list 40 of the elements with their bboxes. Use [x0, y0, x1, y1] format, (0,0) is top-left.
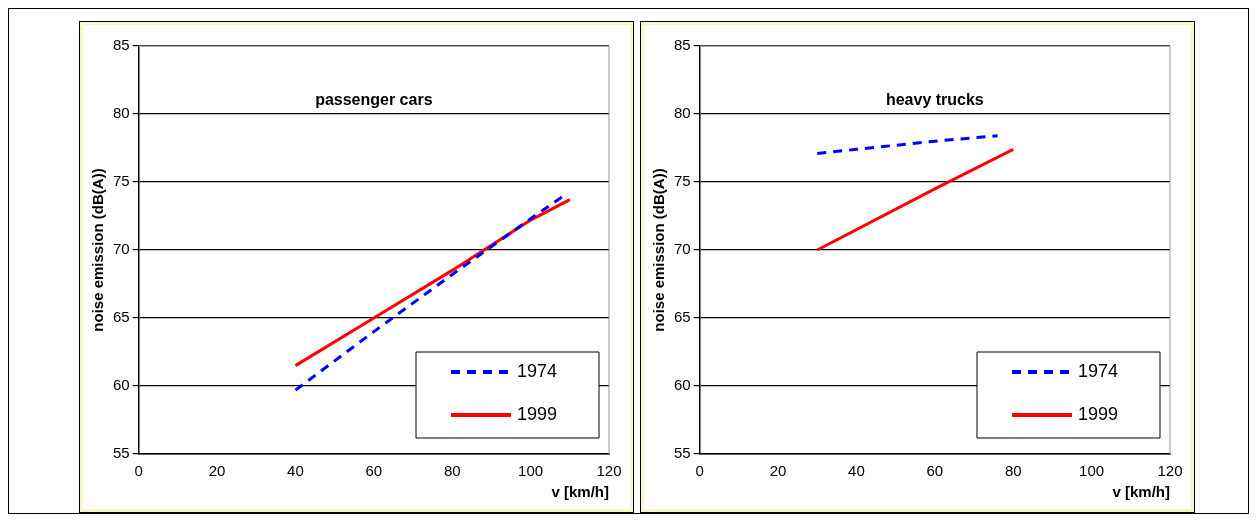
x-tick-label: 120	[596, 462, 622, 480]
x-tick-label: 20	[208, 462, 226, 480]
line-series	[815, 134, 1000, 155]
x-tick-label: 80	[1004, 462, 1022, 480]
y-tick-label: 70	[113, 240, 130, 258]
x-tick-label: 40	[848, 462, 865, 480]
y-tick-label: 65	[674, 308, 691, 326]
y-tick-label: 85	[113, 36, 130, 54]
y-tick-label: 55	[674, 444, 691, 462]
line-series	[293, 195, 564, 392]
legend-label: 1999	[517, 403, 558, 424]
y-tick-label: 80	[113, 104, 130, 122]
x-axis-title: v [km/h]	[1112, 483, 1170, 501]
x-tick-label: 80	[443, 462, 461, 480]
y-tick-label: 65	[113, 308, 130, 326]
y-tick-label: 80	[674, 104, 691, 122]
y-tick-label: 70	[674, 240, 691, 258]
y-tick-label: 60	[113, 376, 130, 394]
y-tick-label: 75	[113, 172, 130, 190]
y-tick-label: 85	[674, 36, 691, 54]
y-tick-label: 55	[113, 444, 130, 462]
y-axis-title: noise emission (dB(A))	[650, 168, 668, 332]
x-tick-label: 40	[287, 462, 304, 480]
legend-label: 1974	[517, 360, 558, 381]
x-tick-label: 20	[769, 462, 787, 480]
x-tick-label: 100	[518, 462, 544, 480]
text: passenger cars	[315, 91, 433, 109]
x-tick-label: 120	[1157, 462, 1183, 480]
x-tick-label: 0	[695, 462, 704, 480]
legend-label: 1974	[1078, 360, 1119, 381]
x-axis-title: v [km/h]	[551, 483, 609, 501]
x-tick-label: 60	[365, 462, 383, 480]
y-tick-label: 60	[674, 376, 691, 394]
x-tick-label: 60	[926, 462, 944, 480]
text: heavy trucks	[885, 91, 984, 109]
y-axis-title: noise emission (dB(A))	[89, 168, 107, 332]
x-tick-label: 0	[134, 462, 143, 480]
legend-label: 1999	[1078, 403, 1119, 424]
y-tick-label: 75	[674, 172, 691, 190]
x-tick-label: 100	[1079, 462, 1105, 480]
